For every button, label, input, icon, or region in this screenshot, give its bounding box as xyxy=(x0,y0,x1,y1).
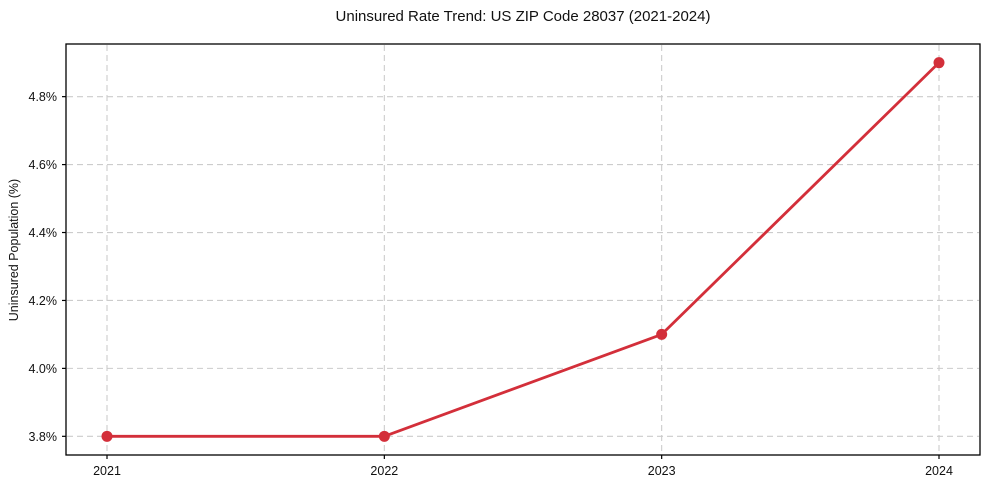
data-point-marker xyxy=(378,430,390,442)
y-tick-label: 4.8% xyxy=(29,90,58,104)
data-point-marker xyxy=(656,328,668,340)
data-line xyxy=(105,61,941,438)
y-tick-label: 4.0% xyxy=(29,362,58,376)
data-point-marker xyxy=(101,430,113,442)
y-tick-label: 3.8% xyxy=(29,430,58,444)
x-tick-label: 2024 xyxy=(925,464,953,478)
y-tick-label: 4.6% xyxy=(29,158,58,172)
x-tick-label: 2021 xyxy=(93,464,121,478)
chart-title: Uninsured Rate Trend: US ZIP Code 28037 … xyxy=(335,8,711,25)
data-point-marker xyxy=(933,57,945,69)
x-tick-label: 2023 xyxy=(648,464,676,478)
y-tick-label: 4.2% xyxy=(29,294,58,308)
y-tick-label: 4.4% xyxy=(29,226,58,240)
x-tick-label: 2022 xyxy=(370,464,398,478)
plot-border xyxy=(65,43,981,456)
